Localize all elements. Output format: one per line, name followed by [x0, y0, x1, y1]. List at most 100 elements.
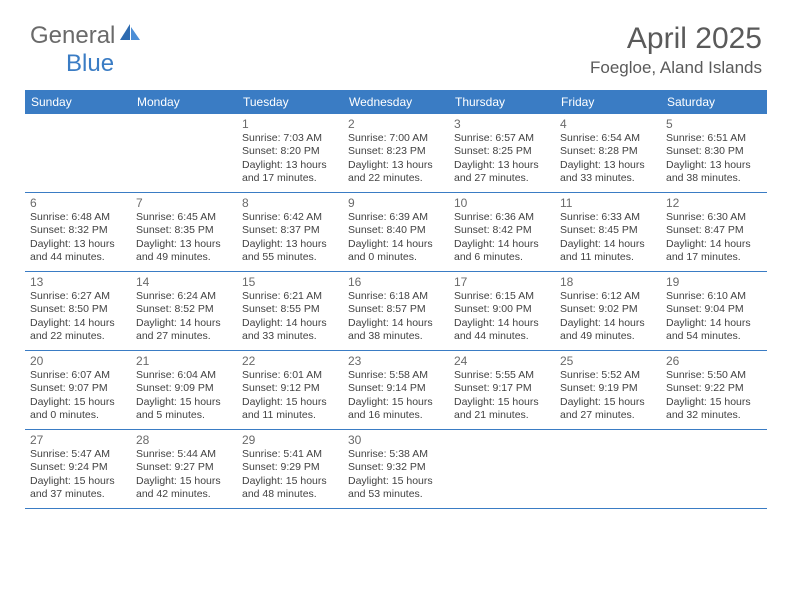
sunrise-text: Sunrise: 6:10 AM [666, 290, 762, 303]
day-number: 28 [136, 433, 232, 447]
day-info: Sunrise: 5:38 AMSunset: 9:32 PMDaylight:… [348, 448, 444, 502]
day-info: Sunrise: 5:41 AMSunset: 9:29 PMDaylight:… [242, 448, 338, 502]
day-info: Sunrise: 5:50 AMSunset: 9:22 PMDaylight:… [666, 369, 762, 423]
daylight-text: Daylight: 15 hours and 32 minutes. [666, 396, 762, 423]
dayname-header: Tuesday [237, 90, 343, 114]
calendar-day-cell: 14Sunrise: 6:24 AMSunset: 8:52 PMDayligh… [131, 272, 237, 350]
sunrise-text: Sunrise: 6:15 AM [454, 290, 550, 303]
day-number: 15 [242, 275, 338, 289]
sunrise-text: Sunrise: 7:03 AM [242, 132, 338, 145]
day-info: Sunrise: 5:52 AMSunset: 9:19 PMDaylight:… [560, 369, 656, 423]
calendar-day-cell [555, 430, 661, 508]
day-info: Sunrise: 6:07 AMSunset: 9:07 PMDaylight:… [30, 369, 126, 423]
sunrise-text: Sunrise: 6:39 AM [348, 211, 444, 224]
daylight-text: Daylight: 13 hours and 38 minutes. [666, 159, 762, 186]
day-number: 25 [560, 354, 656, 368]
sunset-text: Sunset: 9:19 PM [560, 382, 656, 395]
day-number: 26 [666, 354, 762, 368]
sunrise-text: Sunrise: 6:51 AM [666, 132, 762, 145]
sail-icon [119, 23, 141, 48]
sunrise-text: Sunrise: 6:30 AM [666, 211, 762, 224]
day-number: 7 [136, 196, 232, 210]
day-info: Sunrise: 6:18 AMSunset: 8:57 PMDaylight:… [348, 290, 444, 344]
sunset-text: Sunset: 8:23 PM [348, 145, 444, 158]
sunrise-text: Sunrise: 5:41 AM [242, 448, 338, 461]
sunrise-text: Sunrise: 6:45 AM [136, 211, 232, 224]
calendar-day-cell: 19Sunrise: 6:10 AMSunset: 9:04 PMDayligh… [661, 272, 767, 350]
sunrise-text: Sunrise: 6:18 AM [348, 290, 444, 303]
month-title: April 2025 [590, 22, 762, 56]
sunrise-text: Sunrise: 6:27 AM [30, 290, 126, 303]
day-number: 24 [454, 354, 550, 368]
calendar-body: 1Sunrise: 7:03 AMSunset: 8:20 PM Daylight… [25, 114, 767, 509]
day-info: Sunrise: 6:27 AMSunset: 8:50 PMDaylight:… [30, 290, 126, 344]
calendar-day-cell: 10Sunrise: 6:36 AMSunset: 8:42 PMDayligh… [449, 193, 555, 271]
sunset-text: Sunset: 9:02 PM [560, 303, 656, 316]
day-info: Sunrise: 6:33 AMSunset: 8:45 PMDaylight:… [560, 211, 656, 265]
day-number: 18 [560, 275, 656, 289]
page-header: General April 2025 Foegloe, Aland Island… [0, 0, 792, 86]
sunrise-text: Sunrise: 5:58 AM [348, 369, 444, 382]
day-number: 27 [30, 433, 126, 447]
calendar-day-cell: 12Sunrise: 6:30 AMSunset: 8:47 PMDayligh… [661, 193, 767, 271]
daylight-text: Daylight: 15 hours and 11 minutes. [242, 396, 338, 423]
day-info: Sunrise: 6:39 AMSunset: 8:40 PMDaylight:… [348, 211, 444, 265]
day-info: Sunrise: 6:57 AMSunset: 8:25 PMDaylight:… [454, 132, 550, 186]
day-info: Sunrise: 6:12 AMSunset: 9:02 PMDaylight:… [560, 290, 656, 344]
logo-brand-2-wrap: Blue [30, 50, 114, 78]
day-number: 13 [30, 275, 126, 289]
sunrise-text: Sunrise: 5:52 AM [560, 369, 656, 382]
day-info: Sunrise: 5:58 AMSunset: 9:14 PMDaylight:… [348, 369, 444, 423]
day-number: 4 [560, 117, 656, 131]
calendar-day-cell: 4Sunrise: 6:54 AMSunset: 8:28 PMDaylight… [555, 114, 661, 192]
calendar-day-cell: 23Sunrise: 5:58 AMSunset: 9:14 PMDayligh… [343, 351, 449, 429]
dayname-header: Wednesday [343, 90, 449, 114]
sunset-text: Sunset: 8:55 PM [242, 303, 338, 316]
calendar-day-cell [661, 430, 767, 508]
day-info: Sunrise: 6:24 AMSunset: 8:52 PMDaylight:… [136, 290, 232, 344]
day-number: 9 [348, 196, 444, 210]
daylight-text: Daylight: 15 hours and 42 minutes. [136, 475, 232, 502]
day-number: 12 [666, 196, 762, 210]
calendar-day-cell: 25Sunrise: 5:52 AMSunset: 9:19 PMDayligh… [555, 351, 661, 429]
sunrise-text: Sunrise: 7:00 AM [348, 132, 444, 145]
daylight-text: Daylight: 15 hours and 0 minutes. [30, 396, 126, 423]
calendar-day-cell: 3Sunrise: 6:57 AMSunset: 8:25 PMDaylight… [449, 114, 555, 192]
day-info: Sunrise: 6:54 AMSunset: 8:28 PMDaylight:… [560, 132, 656, 186]
daylight-text: Daylight: 14 hours and 17 minutes. [666, 238, 762, 265]
calendar-header-row: SundayMondayTuesdayWednesdayThursdayFrid… [25, 90, 767, 114]
sunrise-text: Sunrise: 5:44 AM [136, 448, 232, 461]
daylight-text: Daylight: 14 hours and 33 minutes. [242, 317, 338, 344]
day-info: Sunrise: 6:15 AMSunset: 9:00 PMDaylight:… [454, 290, 550, 344]
daylight-text: Daylight: 14 hours and 54 minutes. [666, 317, 762, 344]
calendar-day-cell [449, 430, 555, 508]
sunset-text: Sunset: 9:14 PM [348, 382, 444, 395]
day-number: 1 [242, 117, 338, 131]
dayname-header: Sunday [25, 90, 131, 114]
calendar-week-row: 6Sunrise: 6:48 AMSunset: 8:32 PMDaylight… [25, 193, 767, 272]
calendar-day-cell: 8Sunrise: 6:42 AMSunset: 8:37 PMDaylight… [237, 193, 343, 271]
daylight-text: Daylight: 14 hours and 49 minutes. [560, 317, 656, 344]
calendar: SundayMondayTuesdayWednesdayThursdayFrid… [25, 90, 767, 509]
sunrise-text: Sunrise: 5:38 AM [348, 448, 444, 461]
logo-brand-2: Blue [66, 50, 114, 77]
sunset-text: Sunset: 8:25 PM [454, 145, 550, 158]
sunrise-text: Sunrise: 6:01 AM [242, 369, 338, 382]
day-info: Sunrise: 5:47 AMSunset: 9:24 PMDaylight:… [30, 448, 126, 502]
sunset-text: Sunset: 8:20 PM [242, 145, 338, 158]
daylight-text: Daylight: 15 hours and 21 minutes. [454, 396, 550, 423]
logo: General [30, 22, 143, 50]
dayname-header: Thursday [449, 90, 555, 114]
sunset-text: Sunset: 8:42 PM [454, 224, 550, 237]
calendar-week-row: 1Sunrise: 7:03 AMSunset: 8:20 PM Daylight… [25, 114, 767, 193]
daylight-text: Daylight: 15 hours and 5 minutes. [136, 396, 232, 423]
sunset-text: Sunset: 9:09 PM [136, 382, 232, 395]
day-number: 21 [136, 354, 232, 368]
day-number: 19 [666, 275, 762, 289]
daylight-text: Daylight: 14 hours and 11 minutes. [560, 238, 656, 265]
sunset-text: Sunset: 8:52 PM [136, 303, 232, 316]
calendar-day-cell: 2Sunrise: 7:00 AMSunset: 8:23 PMDaylight… [343, 114, 449, 192]
day-number: 30 [348, 433, 444, 447]
calendar-day-cell: 21Sunrise: 6:04 AMSunset: 9:09 PMDayligh… [131, 351, 237, 429]
sunset-text: Sunset: 8:50 PM [30, 303, 126, 316]
